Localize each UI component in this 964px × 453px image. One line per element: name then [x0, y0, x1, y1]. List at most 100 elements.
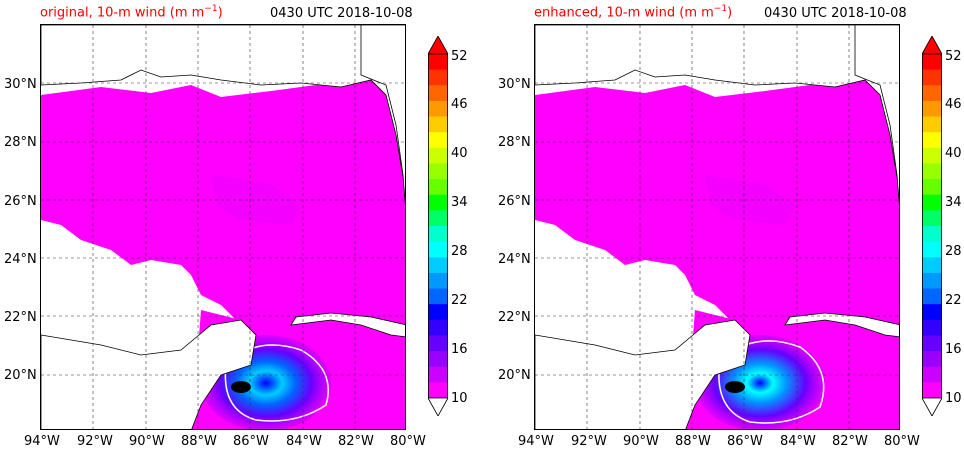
panel-time: 0430 UTC 2018-10-08 [270, 6, 413, 21]
colorbar [428, 36, 448, 416]
yucatan [41, 319, 257, 429]
lon-tick: 92°W [571, 434, 607, 449]
colorbar-segment [428, 116, 448, 133]
florida [854, 25, 899, 206]
colorbar-segment [922, 288, 942, 305]
colorbar-svg [922, 36, 942, 416]
colorbar-segment [428, 304, 448, 321]
florida [360, 25, 405, 206]
grid [535, 25, 899, 429]
colorbar-label: 52 [945, 49, 962, 64]
colorbar-segment [428, 100, 448, 118]
colorbar-label: 52 [451, 49, 468, 64]
yucatan [535, 319, 751, 429]
colorbar-label: 22 [451, 293, 468, 308]
colorbar-label: 22 [945, 293, 962, 308]
colorbar-segment [428, 226, 448, 243]
colorbar-segment [922, 272, 942, 290]
colorbar-segment [428, 272, 448, 290]
colorbar-segment [922, 335, 942, 352]
colorbar-label: 34 [945, 195, 962, 210]
lon-tick: 82°W [832, 434, 868, 449]
lat-tick: 24°N [498, 252, 531, 267]
colorbar-segment [428, 85, 448, 102]
lat-tick: 28°N [4, 135, 37, 150]
lat-tick: 30°N [498, 77, 531, 92]
lon-tick: 84°W [286, 434, 322, 449]
colorbar-label: 10 [945, 391, 962, 406]
panel-title-close: ) [727, 5, 733, 21]
panel-title-text: enhanced, 10-m wind (m m [534, 5, 714, 21]
colorbar-segment [428, 382, 448, 399]
colorbar-segment [922, 100, 942, 118]
lon-tick: 82°W [338, 434, 374, 449]
colorbar-extend-min [428, 397, 448, 416]
colorbar-extend-max [922, 36, 942, 55]
panel-title: original, 10-m wind (m m−1) [40, 4, 223, 20]
colorbar-label: 46 [945, 97, 962, 112]
colorbar-segment [428, 163, 448, 180]
colorbar-segment [922, 382, 942, 399]
colorbar-label: 16 [945, 342, 962, 357]
colorbar-label: 16 [451, 342, 468, 357]
colorbar-segment [922, 210, 942, 227]
wind-field [535, 38, 899, 385]
colorbar-segment [428, 54, 448, 71]
wind-field-patch [705, 175, 795, 225]
lat-tick: 22°N [4, 310, 37, 325]
panel-title-sup: −1 [204, 4, 218, 14]
wind-map-svg [535, 25, 899, 429]
lat-tick: 20°N [498, 368, 531, 383]
lat-tick: 28°N [498, 135, 531, 150]
colorbar-segment [922, 319, 942, 336]
colorbar-segment [922, 241, 942, 258]
wind-map [40, 24, 406, 430]
storm-contour [224, 344, 329, 422]
colorbar-segment [922, 351, 942, 368]
storm-eye [725, 381, 745, 393]
colorbar-segment [428, 257, 448, 274]
lat-tick: 20°N [4, 368, 37, 383]
panel-title-close: ) [217, 5, 223, 21]
lat-tick: 22°N [498, 310, 531, 325]
panel-title: enhanced, 10-m wind (m m−1) [534, 4, 732, 20]
lon-tick: 92°W [77, 434, 113, 449]
colorbar-extend-min [922, 397, 942, 416]
colorbar-segment [922, 54, 942, 71]
lon-tick: 80°W [884, 434, 920, 449]
colorbar-segment [922, 226, 942, 243]
colorbar-label: 28 [945, 244, 962, 259]
lon-tick: 86°W [727, 434, 763, 449]
left-panel: original, 10-m wind (m m−1) 0430 UTC 201… [4, 4, 468, 449]
colorbar-label: 28 [451, 244, 468, 259]
lon-tick: 88°W [181, 434, 217, 449]
colorbar-segment [922, 366, 942, 383]
lon-tick: 80°W [390, 434, 426, 449]
panel-title-sup: −1 [713, 4, 728, 14]
colorbar-segment [428, 132, 448, 149]
lon-tick: 86°W [233, 434, 269, 449]
wind-map-svg [41, 25, 405, 429]
colorbar-segment [428, 179, 448, 196]
colorbar-segment [428, 366, 448, 383]
colorbar-segment [922, 69, 942, 86]
colorbar-segment [428, 69, 448, 86]
colorbar-segment [428, 335, 448, 352]
colorbar-label: 34 [451, 195, 468, 210]
colorbar-segment [428, 241, 448, 258]
lon-tick: 94°W [518, 434, 554, 449]
storm-eye [231, 381, 251, 393]
cuba [290, 312, 405, 338]
colorbar-segment [428, 319, 448, 336]
colorbar-segment [428, 194, 448, 211]
colorbar-extend-max [428, 36, 448, 55]
wind-field [41, 38, 405, 385]
wind-field-patch [211, 175, 301, 225]
lat-tick: 24°N [4, 252, 37, 267]
right-panel: enhanced, 10-m wind (m m−1) 0430 UTC 201… [494, 0, 964, 453]
colorbar-label: 40 [451, 146, 468, 161]
colorbar-segment [428, 210, 448, 227]
colorbar-segment [428, 147, 448, 164]
panel-time: 0430 UTC 2018-10-08 [764, 6, 907, 21]
colorbar-segment [922, 194, 942, 211]
